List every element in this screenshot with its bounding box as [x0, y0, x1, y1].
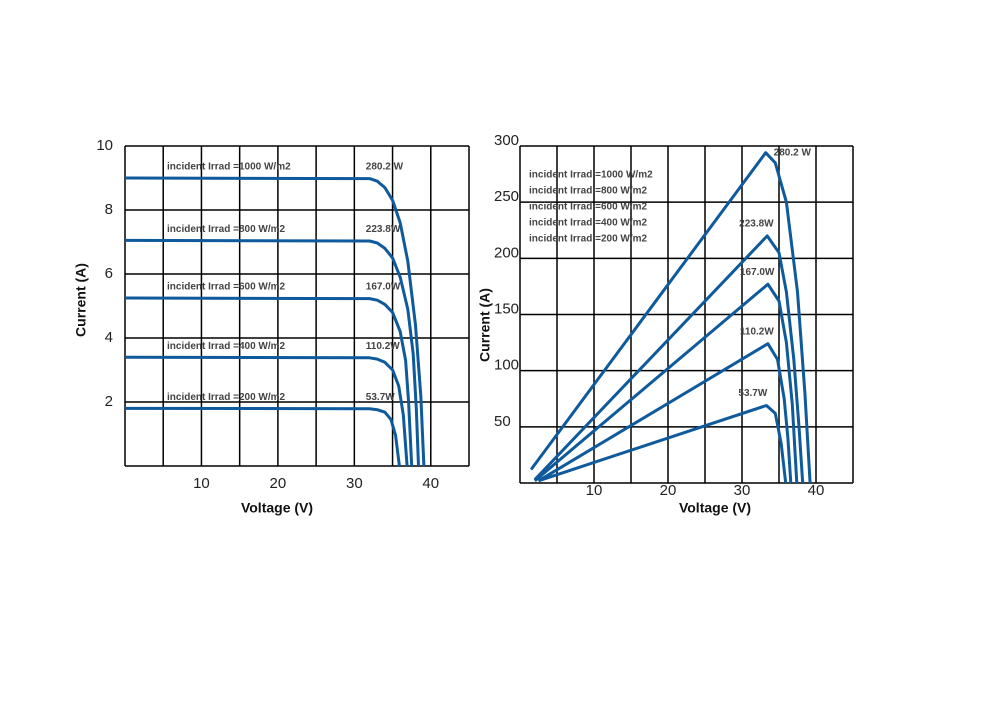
x-tick-label: 40	[808, 482, 825, 499]
y-axis-title: Current (A)	[477, 288, 493, 362]
series-label: incident Irrad =600 W/m2	[167, 282, 286, 293]
series-label: incident Irrad =1000 W/m2	[167, 162, 291, 173]
series-label: incident Irrad =600 W/m2	[529, 202, 648, 213]
curve	[124, 406, 401, 467]
series-label: incident Irrad =400 W/m2	[167, 341, 286, 352]
series-label: incident Irrad =800 W/m2	[529, 186, 648, 197]
power-label: 167.0W	[366, 282, 401, 293]
power-label: 110.2W	[366, 341, 400, 352]
y-tick-label: 250	[494, 188, 519, 205]
x-tick-label: 30	[346, 475, 363, 492]
series-label: incident Irrad =400 W/m2	[529, 218, 648, 229]
power-label: 280.2 W	[366, 162, 404, 173]
y-tick-label: 100	[494, 357, 519, 374]
series-label: incident Irrad =1000 W/m2	[529, 170, 653, 181]
curve	[538, 404, 788, 484]
power-label: 167.0W	[740, 267, 775, 278]
curve	[124, 238, 420, 467]
curve	[533, 282, 799, 484]
series-label: incident Irrad =800 W/m2	[167, 224, 286, 235]
curve	[529, 151, 812, 484]
y-tick-label: 300	[494, 132, 519, 149]
series-label: incident Irrad =200 W/m2	[529, 234, 648, 245]
power-label: 53.7W	[366, 392, 395, 403]
power-label: 223.8W	[739, 219, 774, 230]
power-label: 110.2W	[740, 326, 774, 337]
curve	[124, 176, 426, 467]
power-label: 223.8W	[366, 224, 401, 235]
curve	[124, 355, 409, 467]
y-tick-label: 8	[105, 201, 113, 218]
power-label: 53.7W	[738, 388, 767, 399]
y-tick-label: 6	[105, 265, 113, 282]
y-tick-label: 10	[96, 137, 113, 154]
power-label: 280.2 W	[774, 147, 812, 158]
x-tick-label: 10	[586, 482, 603, 499]
x-tick-label: 10	[193, 475, 210, 492]
y-axis-title: Current (A)	[73, 263, 89, 337]
curve	[537, 342, 793, 484]
x-axis-title: Voltage (V)	[241, 500, 313, 516]
x-tick-label: 40	[422, 475, 439, 492]
y-tick-label: 2	[105, 393, 113, 410]
y-tick-label: 200	[494, 244, 519, 261]
x-tick-label: 30	[734, 482, 751, 499]
series-label: incident Irrad =200 W/m2	[167, 392, 286, 403]
x-tick-label: 20	[270, 475, 287, 492]
curve	[124, 296, 414, 467]
x-tick-label: 20	[660, 482, 677, 499]
x-axis-title: Voltage (V)	[679, 500, 751, 516]
y-tick-label: 50	[494, 413, 511, 430]
y-tick-label: 150	[494, 300, 519, 317]
y-tick-label: 4	[105, 329, 113, 346]
curve	[533, 234, 805, 484]
